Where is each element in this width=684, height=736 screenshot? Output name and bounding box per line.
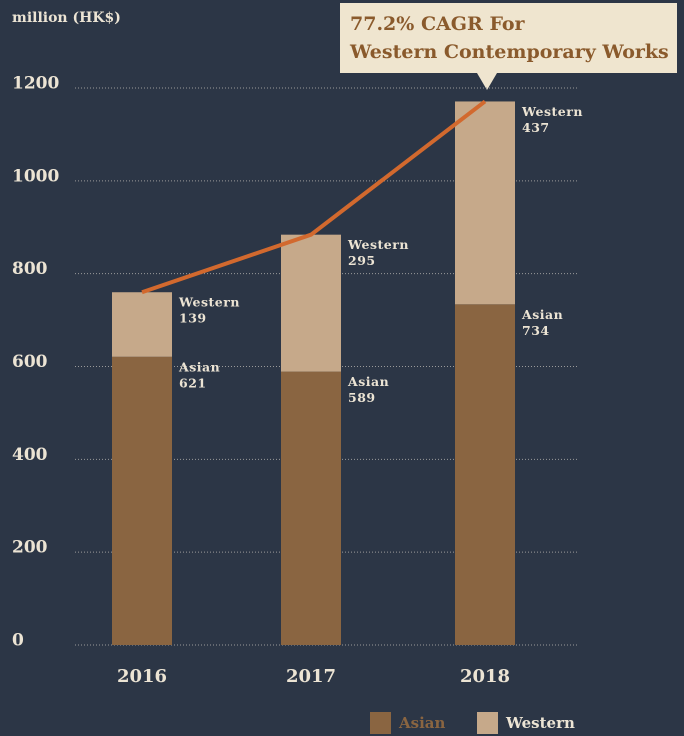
bar-segment [281, 234, 341, 372]
legend-label: Asian [398, 714, 446, 732]
y-tick-label: 1000 [12, 166, 59, 186]
annotation-box [340, 3, 677, 90]
x-tick-label: 2016 [117, 666, 167, 687]
data-label-name: Western [521, 104, 583, 119]
y-tick-label: 600 [12, 352, 48, 372]
bar-segment [455, 101, 515, 305]
annotation: 77.2% CAGR For Western Contemporary Work… [340, 3, 677, 90]
bar-segment [112, 292, 172, 357]
y-tick-label: 800 [12, 259, 48, 279]
annotation-line: Western Contemporary Works [349, 41, 669, 63]
y-tick-label: 400 [12, 445, 48, 465]
bar-segment [455, 304, 515, 645]
bar-segment [112, 356, 172, 645]
data-label: 589 [348, 390, 376, 405]
legend-label: Western [505, 714, 575, 732]
legend-swatch [370, 712, 391, 734]
y-tick-label: 0 [12, 631, 24, 651]
bar-segment [281, 371, 341, 645]
data-label: 734 [522, 323, 550, 338]
x-tick-label: 2017 [286, 666, 336, 687]
trend-line [141, 99, 487, 295]
data-label: 295 [348, 253, 376, 268]
y-axis-label: million (HK$) [12, 10, 121, 26]
data-label-name: Asian [347, 374, 389, 389]
data-label-name: Asian [521, 307, 563, 322]
annotation-line: 77.2% CAGR For [350, 13, 526, 35]
data-label-name: Asian [178, 359, 220, 374]
y-tick-label: 200 [12, 538, 48, 558]
y-tick-label: 1200 [12, 74, 59, 94]
legend-swatch [477, 712, 498, 734]
data-label: 437 [522, 120, 550, 135]
x-tick-label: 2018 [460, 666, 510, 687]
data-label: 139 [179, 311, 207, 326]
data-label-name: Western [178, 295, 240, 310]
data-label: 621 [179, 375, 207, 390]
data-label-name: Western [347, 237, 409, 252]
